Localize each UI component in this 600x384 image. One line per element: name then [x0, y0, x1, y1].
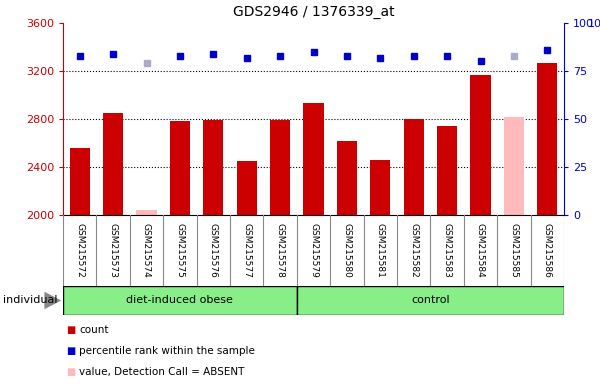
Bar: [404, 119, 424, 215]
Text: GSM215577: GSM215577: [242, 223, 251, 278]
Text: ■: ■: [66, 367, 75, 377]
Bar: [304, 103, 323, 215]
Text: GSM215572: GSM215572: [75, 223, 84, 278]
Polygon shape: [44, 292, 61, 309]
Text: GSM215583: GSM215583: [443, 223, 452, 278]
Y-axis label: 100%: 100%: [588, 19, 600, 29]
Text: GSM215575: GSM215575: [175, 223, 184, 278]
Bar: [63, 286, 297, 315]
Text: GSM215584: GSM215584: [476, 223, 485, 278]
Bar: [504, 117, 524, 215]
Bar: [203, 120, 223, 215]
Bar: [270, 120, 290, 215]
Text: control: control: [411, 295, 450, 306]
Bar: [437, 126, 457, 215]
Text: diet-induced obese: diet-induced obese: [127, 295, 233, 306]
Text: individual: individual: [3, 295, 58, 306]
Text: GSM215574: GSM215574: [142, 223, 151, 278]
Bar: [103, 113, 123, 215]
Text: GSM215580: GSM215580: [343, 223, 352, 278]
Bar: [470, 74, 491, 215]
Bar: [297, 286, 564, 315]
Bar: [370, 160, 391, 215]
Bar: [136, 210, 157, 215]
Bar: [537, 63, 557, 215]
Text: GSM215579: GSM215579: [309, 223, 318, 278]
Text: GSM215582: GSM215582: [409, 223, 418, 278]
Bar: [70, 148, 90, 215]
Text: GSM215578: GSM215578: [275, 223, 284, 278]
Text: GSM215585: GSM215585: [509, 223, 518, 278]
Bar: [236, 161, 257, 215]
Text: GSM215573: GSM215573: [109, 223, 118, 278]
Text: GSM215586: GSM215586: [543, 223, 552, 278]
Text: GSM215576: GSM215576: [209, 223, 218, 278]
Title: GDS2946 / 1376339_at: GDS2946 / 1376339_at: [233, 5, 394, 19]
Text: count: count: [79, 325, 109, 335]
Bar: [337, 141, 357, 215]
Text: GSM215581: GSM215581: [376, 223, 385, 278]
Text: ■: ■: [66, 325, 75, 335]
Bar: [170, 121, 190, 215]
Text: value, Detection Call = ABSENT: value, Detection Call = ABSENT: [79, 367, 245, 377]
Text: ■: ■: [66, 346, 75, 356]
Text: percentile rank within the sample: percentile rank within the sample: [79, 346, 255, 356]
